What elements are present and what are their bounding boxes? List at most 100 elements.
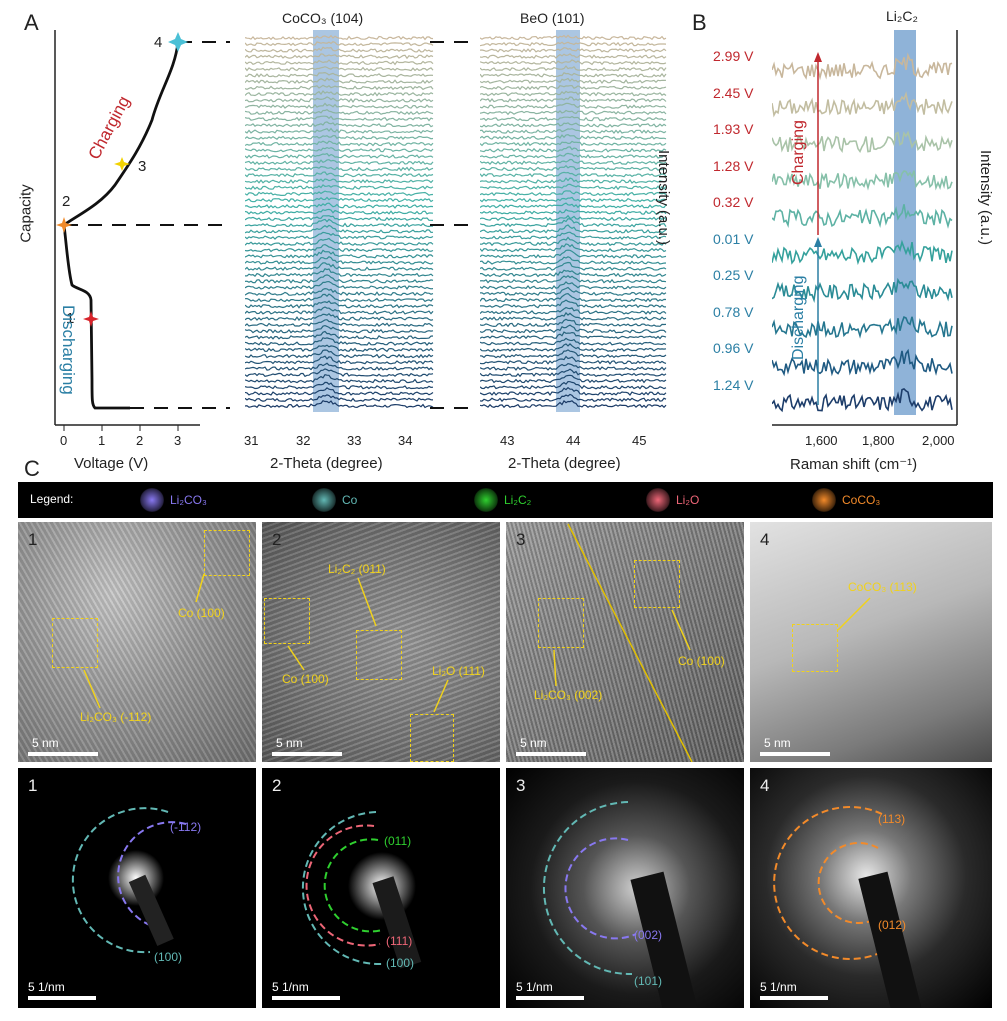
spectrum-trace bbox=[480, 59, 667, 66]
spectrum-trace bbox=[480, 286, 667, 296]
raman-voltage-label: 0.25 V bbox=[713, 267, 754, 283]
annotation-arrows bbox=[83, 573, 205, 709]
roi-box bbox=[356, 630, 402, 680]
roi-box bbox=[204, 530, 250, 576]
spectrum-trace bbox=[480, 318, 667, 328]
spectrum-trace bbox=[245, 109, 434, 115]
hrtem-ann: Li₂O (111) bbox=[432, 664, 485, 678]
scale-label: 5 1/nm bbox=[760, 980, 797, 994]
roi-box bbox=[538, 598, 584, 648]
spectrum-trace bbox=[245, 374, 434, 384]
raman-x-label: Raman shift (cm⁻¹) bbox=[790, 456, 918, 473]
raman-tick-2: 2,000 bbox=[922, 433, 955, 448]
xrd1-tick-1: 32 bbox=[296, 433, 311, 448]
spectrum-trace bbox=[480, 196, 667, 203]
hrtem-num-4: 4 bbox=[760, 530, 770, 549]
raman-voltage-label: 0.32 V bbox=[713, 194, 754, 210]
spectrum-trace bbox=[245, 215, 434, 222]
spectrum-trace bbox=[245, 121, 434, 128]
spectrum-trace bbox=[245, 178, 434, 184]
spectrum-trace bbox=[480, 386, 667, 397]
spectrum-trace bbox=[480, 256, 667, 265]
spectrum-trace bbox=[480, 146, 667, 153]
legend-label-li2co3: Li₂CO₃ bbox=[170, 493, 207, 507]
spectrum-trace bbox=[480, 363, 667, 371]
raman-voltage-label: 1.24 V bbox=[713, 376, 754, 393]
spectrum-trace bbox=[245, 399, 434, 409]
spectrum-trace bbox=[245, 249, 434, 259]
hrtem-panel-2: 2 Li₂C₂ (011) Co (100) Li₂O (111) 5 nm bbox=[262, 522, 500, 762]
scale-bar bbox=[516, 752, 586, 756]
scale-label: 5 nm bbox=[32, 736, 59, 750]
spectrum-trace bbox=[480, 34, 667, 41]
hrtem-ann: CoCO₃ (113) bbox=[848, 580, 917, 594]
point-label-4: 4 bbox=[154, 34, 163, 51]
spectrum-trace bbox=[245, 208, 434, 215]
legend-bar: Legend: Li₂CO₃ Co Li₂C₂ Li₂O CoCO₃ bbox=[18, 482, 993, 518]
xrd-plot-beo bbox=[480, 30, 667, 412]
spectrum-trace bbox=[245, 165, 434, 172]
star-1-icon bbox=[83, 311, 99, 327]
spectrum-trace bbox=[245, 394, 434, 402]
diffraction-rings bbox=[542, 801, 700, 1008]
xrd2-tick-0: 43 bbox=[500, 433, 515, 448]
raman-trace bbox=[772, 130, 953, 154]
spectrum-trace bbox=[480, 261, 667, 271]
spectrum-trace bbox=[245, 306, 434, 315]
saed-label: (012) bbox=[878, 918, 907, 932]
saed-label: (-112) bbox=[170, 820, 202, 834]
spectrum-trace bbox=[245, 196, 434, 203]
spectrum-trace bbox=[245, 84, 434, 91]
raman-voltage-label: 0.78 V bbox=[713, 303, 754, 320]
spectrum-trace bbox=[480, 84, 667, 91]
spectrum-trace bbox=[245, 231, 434, 240]
roi-box bbox=[792, 624, 838, 672]
saed-label: (101) bbox=[634, 974, 663, 988]
spectrum-trace bbox=[480, 171, 667, 178]
spectrum-trace bbox=[480, 77, 667, 85]
spectrum-trace bbox=[480, 224, 667, 234]
raman-voltage-label: 0.96 V bbox=[713, 340, 754, 356]
scale-bar bbox=[272, 752, 342, 756]
spectrum-trace bbox=[245, 337, 434, 347]
spectrum-trace bbox=[480, 133, 667, 140]
spectrum-trace bbox=[480, 47, 667, 53]
spectrum-trace bbox=[245, 127, 434, 134]
xrd2-tick-1: 44 bbox=[566, 433, 581, 448]
raman-plot bbox=[772, 30, 958, 426]
hrtem-panel-4: 4 CoCO₃ (113) 5 nm bbox=[750, 522, 992, 762]
spectrum-trace bbox=[245, 324, 434, 334]
saed-panel-1: 1 (-112) (100) 5 1/nm bbox=[18, 768, 256, 1008]
spectrum-trace bbox=[245, 77, 434, 85]
spectrum-trace bbox=[480, 158, 667, 166]
spectrum-trace bbox=[480, 53, 667, 60]
raman-voltage-label: 0.01 V bbox=[713, 230, 754, 247]
raman-trace bbox=[772, 170, 953, 191]
hrtem-ann: Li₂C₂ (011) bbox=[328, 562, 386, 576]
scale-bar bbox=[760, 996, 828, 1000]
discharging-label-a: Discharging bbox=[59, 305, 78, 395]
star-4-icon bbox=[168, 32, 188, 52]
panel-letter-b: B bbox=[692, 10, 707, 35]
hrtem-num-1: 1 bbox=[28, 530, 38, 549]
diffraction-rings bbox=[301, 811, 422, 969]
spectrum-trace bbox=[480, 65, 667, 72]
scale-bar bbox=[760, 752, 830, 756]
raman-trace bbox=[772, 387, 953, 413]
raman-trace bbox=[772, 52, 953, 81]
volt-tick-2: 2 bbox=[136, 433, 144, 448]
diffraction-rings bbox=[71, 807, 187, 954]
hrtem-ann: Co (100) bbox=[282, 672, 329, 686]
spectrum-trace bbox=[480, 96, 667, 103]
voltage-axis-label: Voltage (V) bbox=[74, 455, 149, 472]
raman-trace bbox=[772, 316, 953, 339]
spectrum-trace bbox=[480, 231, 667, 240]
panel-letter-c: C bbox=[24, 456, 40, 481]
roi-box bbox=[634, 560, 680, 608]
spectrum-trace bbox=[245, 274, 434, 284]
hrtem-panel-1: 1 Co (100) Li₂CO₃ (-112) 5 nm bbox=[18, 522, 256, 762]
capacity-voltage-plot bbox=[54, 30, 230, 431]
capacity-axis-label: Capacity bbox=[17, 184, 35, 243]
spectrum-trace bbox=[245, 362, 434, 371]
spectrum-trace bbox=[245, 152, 434, 159]
